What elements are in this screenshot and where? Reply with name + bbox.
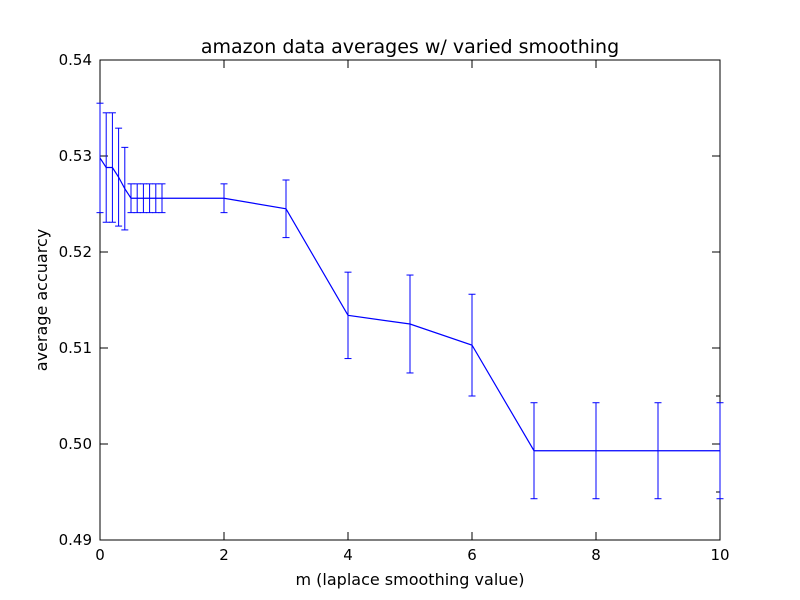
x-axis-label: m (laplace smoothing value)	[296, 570, 525, 589]
series-line	[99, 157, 720, 452]
y-axis-label: average accuarcy	[32, 229, 51, 371]
x-tick-label: 8	[591, 546, 601, 564]
y-tick-label: 0.50	[59, 435, 92, 453]
x-tick-label: 4	[343, 546, 353, 564]
x-tick-label: 2	[219, 546, 229, 564]
y-tick-label: 0.49	[59, 531, 92, 549]
y-tick-label: 0.53	[59, 147, 92, 165]
x-tick-label: 10	[710, 546, 729, 564]
x-tick-label: 6	[467, 546, 477, 564]
y-tick-label: 0.52	[59, 243, 92, 261]
chart-title: amazon data averages w/ varied smoothing	[201, 36, 619, 58]
y-tick-label: 0.51	[59, 339, 92, 357]
plot-area: 0 2 4 6 8 10 0.49 0.50 0.51 0.52 0.53 0.54	[59, 51, 730, 564]
y-tick-label: 0.54	[59, 51, 92, 69]
x-tick-label: 0	[95, 546, 105, 564]
